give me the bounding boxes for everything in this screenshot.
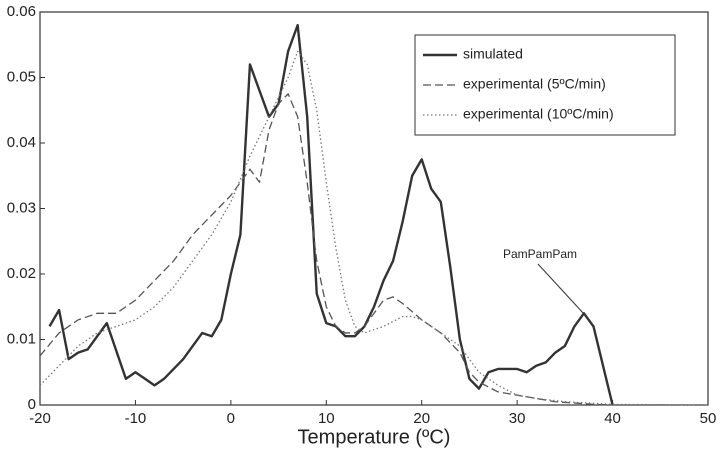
x-tick-label: 20 [413,410,430,427]
y-tick-label: 0 [28,396,36,413]
y-tick-label: 0.03 [7,199,36,216]
x-tick-label: 10 [318,410,335,427]
series-line [39,50,709,406]
legend-label: simulated [463,46,523,62]
series-line [48,23,614,406]
x-tick-label: 40 [604,410,621,427]
y-tick-label: 0.04 [7,134,36,151]
y-tick-label: 0.01 [7,330,36,347]
x-tick-label: 0 [227,410,235,427]
annotation: PamPamPam [503,247,577,261]
x-tick-label: 50 [700,410,717,427]
legend-label: experimental (10ºC/min) [463,106,614,122]
x-tick-label: -10 [125,410,147,427]
y-tick-label: 0.05 [7,68,36,85]
x-tick-label: -20 [29,410,51,427]
legend-label: experimental (5ºC/min) [463,76,606,92]
y-tick-label: 0.02 [7,265,36,282]
y-tick-label: 0.06 [7,3,36,20]
series-line [39,93,708,406]
legend-box [414,34,676,136]
annotation-pointer [537,263,585,315]
x-axis-label: Temperature (ºC) [298,426,451,448]
x-tick-label: 30 [509,410,526,427]
